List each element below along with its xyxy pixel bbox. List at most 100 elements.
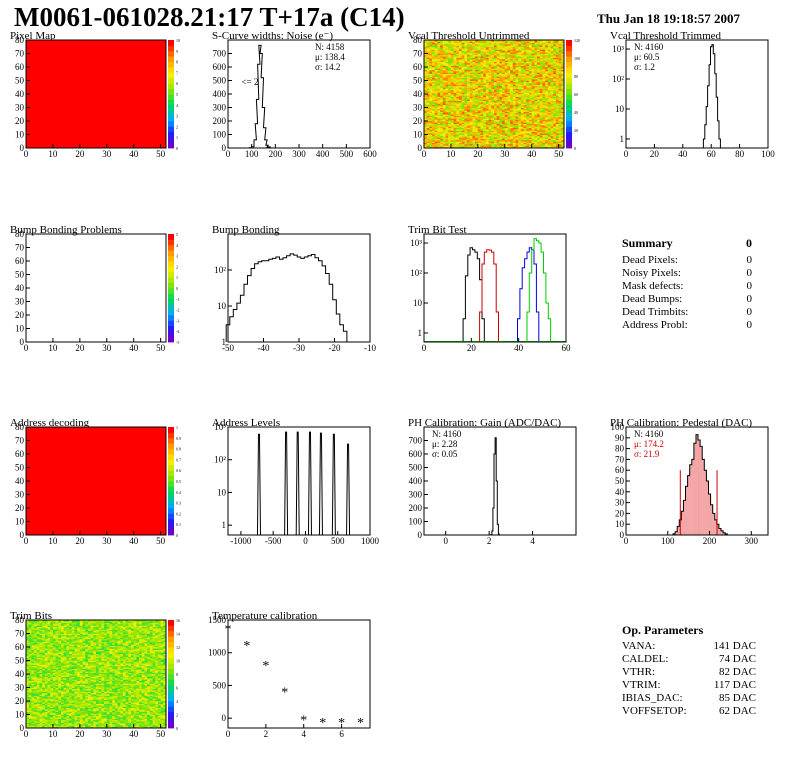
heatmap-cell	[426, 50, 430, 53]
heatmap-cell	[472, 118, 476, 120]
heatmap-cell	[475, 125, 479, 127]
heatmap-cell	[445, 85, 449, 88]
heatmap-cell	[461, 134, 465, 137]
heatmap-cell	[432, 75, 436, 77]
heatmap-cell	[467, 122, 471, 124]
chart-scurve-widths: 0 100 200 300 400 500 600010020030040050060070…	[213, 39, 377, 159]
heatmap-cell	[445, 131, 449, 134]
heatmap-cell	[545, 87, 549, 89]
heatmap-cell	[434, 75, 438, 77]
heatmap-cell	[453, 114, 457, 116]
histogram-bin	[691, 459, 694, 535]
heatmap-cell	[512, 95, 516, 97]
heatmap-cell	[494, 126, 497, 129]
heatmap-cell	[31, 641, 35, 644]
heatmap-cell	[502, 58, 506, 61]
heatmap-cell	[537, 118, 541, 120]
heatmap-cell	[558, 46, 562, 49]
heatmap-cell	[526, 69, 530, 72]
heatmap-cell	[561, 129, 565, 131]
heatmap-cell	[469, 130, 473, 133]
heatmap-cell	[472, 139, 476, 142]
chart-title: S-Curve widths: Noise (e⁻)	[212, 30, 333, 42]
heatmap-cell	[459, 76, 462, 79]
heatmap-cell	[531, 61, 535, 64]
heatmap-cell	[507, 50, 511, 53]
heatmap-cell	[475, 52, 479, 54]
heatmap-cell	[512, 123, 516, 126]
heatmap-cell	[448, 94, 452, 96]
heatmap-cell	[472, 42, 476, 45]
heatmap-cell	[467, 49, 471, 52]
heatmap-cell	[555, 127, 559, 130]
heatmap-cell	[494, 127, 497, 130]
heatmap-cell	[467, 118, 471, 120]
heatmap-cell	[459, 65, 462, 68]
heatmap-cell	[502, 75, 506, 77]
heatmap-cell	[456, 76, 460, 79]
heatmap-cell	[475, 108, 479, 111]
heatmap-cell	[28, 718, 32, 721]
heatmap-cell	[553, 112, 557, 115]
heatmap-cell	[442, 134, 446, 137]
y-tick-label: 30	[413, 103, 423, 113]
heatmap-cell	[424, 67, 427, 69]
heatmap-cell	[480, 114, 484, 116]
heatmap-cell	[31, 649, 35, 652]
heatmap-cell	[483, 131, 487, 134]
heatmap-cell	[437, 48, 441, 50]
heatmap-cell	[475, 107, 479, 110]
heatmap-cell	[26, 647, 29, 649]
heatmap-cell	[483, 80, 487, 83]
heatmap-cell	[459, 42, 462, 45]
heatmap-cell	[510, 125, 514, 127]
heatmap-cell	[537, 100, 541, 103]
heatmap-cell	[472, 54, 476, 57]
heatmap-cell	[488, 50, 492, 53]
heatmap-cell	[531, 135, 535, 138]
x-tick-label: 30	[102, 149, 112, 159]
heatmap-cell	[553, 81, 557, 84]
heatmap-cell	[469, 61, 473, 64]
heatmap-cell	[555, 94, 559, 96]
address-level-spike	[284, 431, 289, 536]
heatmap-cell	[477, 116, 481, 119]
heatmap-cell	[467, 139, 471, 142]
heatmap-cell	[518, 125, 522, 127]
y-tick-label: 80	[615, 444, 625, 454]
heatmap-cell	[531, 58, 535, 61]
heatmap-cell	[502, 61, 506, 64]
x-tick-label: 300	[745, 536, 759, 546]
heatmap-cell	[445, 138, 449, 141]
x-tick-label: 2	[487, 536, 492, 546]
heatmap-cell	[467, 96, 471, 99]
heatmap-cell	[529, 127, 532, 130]
heatmap-cell	[515, 126, 519, 129]
heatmap-cell	[469, 94, 473, 96]
heatmap-cell	[553, 61, 557, 64]
heatmap-cell	[453, 48, 457, 50]
heatmap-cell	[467, 141, 471, 143]
heatmap-cell	[496, 103, 500, 106]
heatmap-cell	[558, 79, 562, 81]
heatmap-cell	[34, 706, 38, 709]
heatmap-cell	[424, 127, 427, 130]
heatmap-cell	[448, 123, 452, 126]
heatmap-cell	[523, 107, 527, 110]
heatmap-cell	[442, 79, 446, 81]
heatmap-cell	[469, 116, 473, 119]
heatmap-cell	[453, 116, 457, 119]
heatmap-cell	[512, 88, 516, 91]
heatmap-cell	[547, 107, 551, 110]
heatmap-cell	[456, 110, 460, 112]
heatmap-cell	[485, 50, 489, 53]
color-scale-label: 80	[574, 74, 578, 79]
heatmap-cell	[31, 659, 35, 661]
heatmap-cell	[499, 40, 503, 42]
heatmap-cell	[529, 108, 532, 111]
heatmap-cell	[450, 65, 454, 68]
heatmap-cell	[561, 40, 565, 42]
color-scale-segment	[566, 99, 572, 106]
heatmap-cell	[472, 122, 476, 124]
heatmap-cell	[477, 76, 481, 79]
